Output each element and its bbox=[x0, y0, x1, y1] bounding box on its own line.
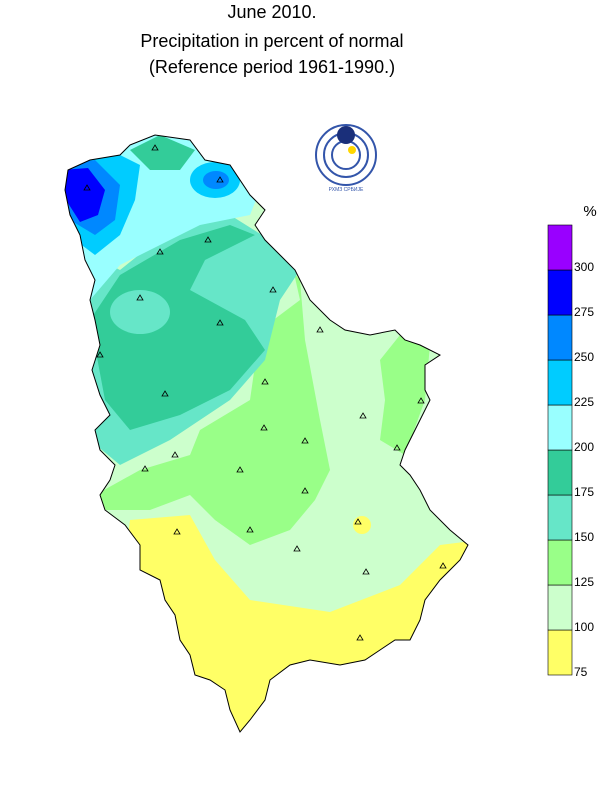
station bbox=[439, 562, 447, 569]
station bbox=[260, 424, 268, 431]
legend-band bbox=[547, 359, 573, 406]
station bbox=[96, 351, 104, 358]
legend-tick-label: 175 bbox=[574, 485, 594, 499]
station bbox=[141, 465, 149, 472]
station bbox=[173, 528, 181, 535]
station bbox=[156, 248, 164, 255]
legend-unit: % bbox=[583, 203, 596, 220]
station bbox=[356, 634, 364, 641]
logo-ring bbox=[331, 140, 361, 170]
station bbox=[393, 444, 401, 451]
legend-band bbox=[547, 269, 573, 316]
zone bbox=[380, 335, 430, 455]
station bbox=[236, 466, 244, 473]
zone bbox=[90, 225, 265, 430]
legend-tick-label: 100 bbox=[574, 620, 594, 634]
station bbox=[216, 176, 224, 183]
zone bbox=[203, 171, 229, 189]
zone bbox=[130, 135, 195, 170]
zone bbox=[353, 516, 371, 534]
legend: % 75 100 125 150 175 200 225 250 275 300 bbox=[547, 203, 597, 679]
title-line: June 2010. bbox=[227, 2, 316, 22]
station bbox=[362, 568, 370, 575]
station bbox=[359, 412, 367, 419]
legend-band bbox=[547, 494, 573, 541]
logo-sun bbox=[348, 146, 356, 154]
logo-cloud bbox=[337, 126, 355, 144]
station bbox=[161, 390, 169, 397]
precip-zones bbox=[65, 135, 468, 732]
station bbox=[136, 294, 144, 301]
zone bbox=[110, 290, 170, 334]
station bbox=[246, 526, 254, 533]
station bbox=[204, 236, 212, 243]
station bbox=[151, 144, 159, 151]
logo-text: РХМЗ СРБИЈЕ bbox=[329, 187, 364, 193]
legend-band bbox=[547, 404, 573, 451]
station bbox=[316, 326, 324, 333]
legend-tick-label: 125 bbox=[574, 575, 594, 589]
legend-tick-label: 225 bbox=[574, 395, 594, 409]
station bbox=[171, 451, 179, 458]
zone bbox=[95, 245, 330, 545]
legend-band bbox=[547, 584, 573, 631]
station bbox=[216, 319, 224, 326]
legend-tick-label: 275 bbox=[574, 305, 594, 319]
title-line: (Reference period 1961-1990.) bbox=[149, 57, 395, 77]
stations bbox=[83, 144, 447, 641]
title-line: Precipitation in percent of normal bbox=[140, 31, 403, 51]
station bbox=[269, 286, 277, 293]
station bbox=[354, 518, 362, 525]
station bbox=[301, 437, 309, 444]
legend-band bbox=[547, 539, 573, 586]
legend-band bbox=[547, 314, 573, 361]
legend-tick-label: 250 bbox=[574, 350, 594, 364]
station bbox=[83, 184, 91, 191]
legend-tick-label: 150 bbox=[574, 530, 594, 544]
legend-tick-label: 300 bbox=[574, 260, 594, 274]
station bbox=[261, 378, 269, 385]
legend-band bbox=[547, 224, 573, 271]
station bbox=[293, 545, 301, 552]
station bbox=[301, 487, 309, 494]
logo: РХМЗ СРБИЈЕ bbox=[315, 124, 377, 193]
legend-tick-label: 75 bbox=[574, 665, 588, 679]
legend-band bbox=[547, 629, 573, 676]
zone bbox=[65, 168, 105, 222]
logo-ring bbox=[315, 124, 377, 186]
legend-tick-label: 200 bbox=[574, 440, 594, 454]
station bbox=[417, 397, 425, 404]
legend-band bbox=[547, 449, 573, 496]
